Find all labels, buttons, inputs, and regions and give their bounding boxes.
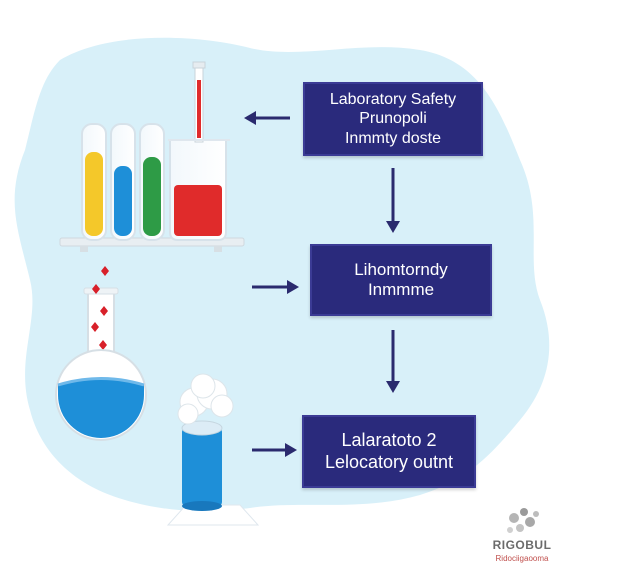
- step3-line1: Lalaratoto 2: [341, 429, 437, 450]
- step-box-3: Lalaratoto 2 Lelocatory outnt: [302, 415, 476, 488]
- logo-subtext: Ridociigaooma: [495, 554, 549, 563]
- step2-line1: Lihomtorndy: [354, 259, 448, 279]
- molecule-logo-icon: [507, 508, 539, 533]
- red-liquid-beaker: [174, 185, 222, 236]
- step3-line2: Lelocatory outnt: [324, 451, 454, 472]
- smoking-cylinder-illustration: [166, 373, 260, 526]
- step-box-2: Lihomtorndy Inmmme: [310, 244, 492, 316]
- logo-text: RIGOBUL: [492, 538, 552, 552]
- step2-line2: Inmmme: [367, 280, 435, 299]
- yellow-liquid-tube: [85, 152, 103, 236]
- green-liquid-tube: [143, 157, 161, 236]
- flow-arrows: [244, 111, 400, 457]
- pipette-red-liquid: [197, 80, 201, 138]
- brand-logo: RIGOBUL Ridociigaooma: [482, 504, 562, 570]
- step1-line3: Inmmty doste: [344, 129, 442, 147]
- round-flask-illustration: [55, 266, 147, 441]
- step-box-laboratory-safety: Laboratory Safety Prunopoli Inmmty doste: [303, 82, 483, 156]
- step1-line2: Prunopoli: [359, 110, 427, 128]
- step1-line1: Laboratory Safety: [329, 91, 457, 109]
- test-tube-rack-illustration: [59, 61, 245, 252]
- blue-liquid-tube: [114, 166, 132, 236]
